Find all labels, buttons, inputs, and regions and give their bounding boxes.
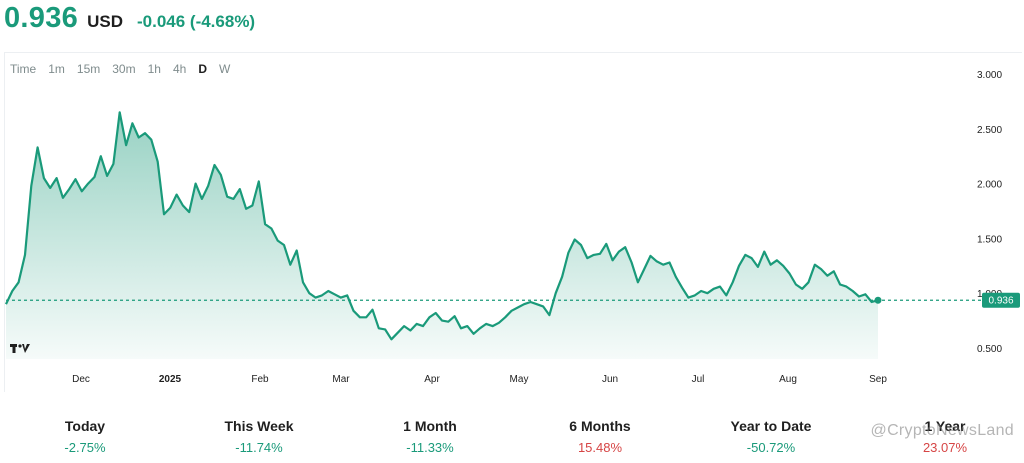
performance-row: Today -2.75% This Week -11.74% 1 Month -… [0,418,1024,463]
x-tick-label: Sep [869,374,887,385]
interval-15m[interactable]: 15m [76,62,101,76]
y-tick-label: 0.500 [977,344,1002,355]
y-tick-label: 2.500 [977,125,1002,136]
x-tick-label: Jul [692,374,705,385]
x-tick-label: May [510,374,529,385]
perf-this-week[interactable]: This Week -11.74% [189,418,329,455]
watermark: @CryptoNewsLand [870,422,1014,439]
tradingview-logo-icon [10,344,30,353]
interval-time[interactable]: Time [10,62,37,76]
last-price-label: 0.936 [988,296,1013,307]
last-price-dot [874,296,882,304]
price-change: -0.046 (-4.68%) [136,12,256,31]
x-axis: Dec 2025 Feb Mar Apr May Jun Jul Aug Sep [72,374,887,385]
interval-w[interactable]: W [218,62,231,76]
perf-label: This Week [224,418,294,434]
perf-label: 6 Months [569,418,631,434]
chart-frame [4,52,1022,392]
x-tick-label: Aug [779,374,797,385]
perf-today[interactable]: Today -2.75% [15,418,155,455]
interval-toolbar: Time 1m 15m 30m 1h 4h D W [10,62,230,76]
x-tick-label: 2025 [159,374,182,385]
x-tick-label: Apr [424,374,440,385]
perf-1-month[interactable]: 1 Month -11.33% [360,418,500,455]
perf-label: 1 Year [924,418,966,434]
price-area [6,112,878,359]
x-tick-label: Feb [251,374,269,385]
currency-label: USD [87,12,123,31]
interval-1m[interactable]: 1m [48,62,65,76]
perf-label: Year to Date [730,418,812,434]
perf-label: 1 Month [403,418,457,434]
price-header: 0.936 USD -0.046 (-4.68%) [4,2,255,38]
interval-1h[interactable]: 1h [147,62,161,76]
perf-1-year[interactable]: 1 Year 23.07% [875,418,1015,455]
current-price: 0.936 [4,2,79,34]
perf-value: 15.48% [577,440,623,455]
interval-30m[interactable]: 30m [112,62,136,76]
interval-d[interactable]: D [198,62,207,76]
perf-year-to-date[interactable]: Year to Date -50.72% [701,418,841,455]
perf-value: -2.75% [64,440,106,455]
perf-6-months[interactable]: 6 Months 15.48% [530,418,670,455]
x-tick-label: Jun [602,374,618,385]
perf-value: -11.74% [235,440,283,455]
perf-label: Today [64,418,106,434]
price-line [5,111,879,341]
last-price-badge: 0.936 [982,292,1020,308]
y-tick-label: 2.000 [977,180,1002,191]
perf-value: -50.72% [746,440,796,455]
y-tick-label: 1.500 [977,234,1002,245]
interval-4h[interactable]: 4h [172,62,187,76]
x-tick-label: Dec [72,374,90,385]
y-tick-label: 3.000 [977,70,1002,81]
perf-value: -11.33% [406,440,454,455]
perf-value: 23.07% [922,440,968,455]
x-tick-label: Mar [332,374,350,385]
